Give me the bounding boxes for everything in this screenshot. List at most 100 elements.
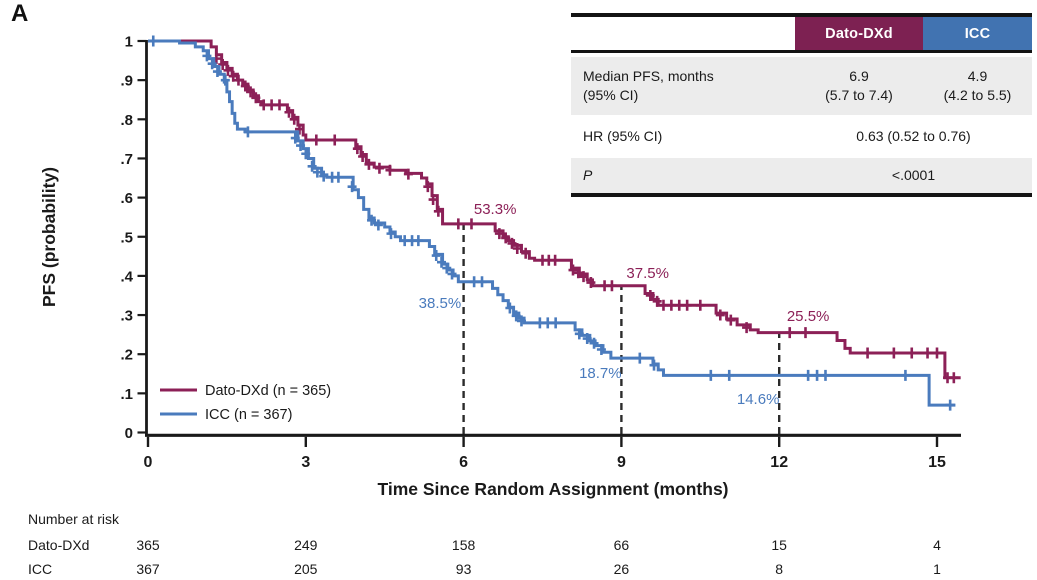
risk-row-label-dato-dxd: Dato-DXd bbox=[28, 537, 90, 553]
p-label: P bbox=[583, 166, 593, 183]
censor-mark-dato-dxd bbox=[568, 264, 578, 276]
censor-mark-dato-dxd bbox=[284, 106, 294, 118]
y-tick-label: .5 bbox=[120, 229, 133, 246]
censor-mark-icc bbox=[207, 58, 217, 70]
censor-mark-icc bbox=[312, 166, 322, 178]
censor-mark-dato-dxd bbox=[275, 99, 284, 111]
censor-mark-dato-dxd bbox=[233, 74, 243, 86]
y-tick-label: .3 bbox=[120, 308, 133, 325]
censor-mark-icc bbox=[582, 333, 592, 345]
annotation-37.5%: 37.5% bbox=[626, 265, 669, 282]
censor-mark-icc bbox=[243, 126, 253, 138]
censor-mark-dato-dxd bbox=[228, 70, 238, 82]
risk-row-label-icc: ICC bbox=[28, 561, 53, 577]
y-axis-label: PFS (probability) bbox=[39, 167, 59, 307]
risk-value: 26 bbox=[613, 561, 630, 577]
censor-mark-icc bbox=[574, 328, 584, 340]
censor-mark-icc bbox=[596, 344, 606, 356]
y-tick-label: 1 bbox=[125, 34, 133, 51]
censor-mark-dato-dxd bbox=[501, 232, 511, 244]
annotation-25.5%: 25.5% bbox=[787, 308, 830, 325]
x-tick-label: 9 bbox=[617, 454, 626, 471]
censor-mark-dato-dxd bbox=[573, 267, 583, 279]
censor-mark-icc bbox=[437, 256, 447, 268]
legend-label-icc: ICC (n = 367) bbox=[205, 407, 292, 423]
censor-mark-icc bbox=[724, 369, 734, 381]
censor-mark-dato-dxd bbox=[607, 280, 617, 292]
censor-mark-dato-dxd bbox=[246, 86, 256, 98]
hr-value: 0.63 (0.52 to 0.76) bbox=[856, 127, 971, 144]
censor-mark-dato-dxd bbox=[715, 309, 725, 321]
x-tick-label: 0 bbox=[144, 454, 153, 471]
censor-mark-dato-dxd bbox=[240, 80, 250, 92]
censor-mark-dato-dxd bbox=[423, 181, 433, 193]
censor-mark-icc bbox=[477, 276, 487, 288]
censor-mark-dato-dxd bbox=[453, 218, 463, 230]
censor-mark-dato-dxd bbox=[218, 58, 228, 70]
y-tick-label: .6 bbox=[120, 190, 133, 207]
censor-mark-icc bbox=[900, 369, 910, 381]
censor-mark-icc bbox=[589, 337, 599, 349]
median-pfs-label: Median PFS, months (95% CI) bbox=[571, 67, 795, 105]
censor-mark-icc bbox=[301, 148, 311, 160]
censor-mark-dato-dxd bbox=[352, 143, 362, 155]
censor-mark-icc bbox=[543, 317, 553, 329]
median-icc-months: 4.9 bbox=[967, 68, 988, 84]
censor-mark-dato-dxd bbox=[682, 299, 692, 311]
censor-mark-dato-dxd bbox=[403, 168, 413, 180]
censor-mark-icc bbox=[635, 352, 645, 364]
y-tick-label: .9 bbox=[120, 73, 133, 90]
censor-mark-dato-dxd bbox=[949, 372, 959, 384]
annotation-18.7%: 18.7% bbox=[579, 365, 622, 382]
censor-mark-dato-dxd bbox=[674, 299, 684, 311]
stats-row-hr: HR (95% CI) 0.63 (0.52 to 0.76) bbox=[571, 119, 1032, 154]
km-curve-icc bbox=[148, 39, 956, 407]
censor-mark-dato-dxd bbox=[742, 322, 752, 334]
annotation-53.3%: 53.3% bbox=[474, 201, 517, 218]
censor-mark-icc bbox=[431, 250, 441, 262]
censor-mark-dato-dxd bbox=[863, 347, 873, 359]
legend-label-dato-dxd: Dato-DXd (n = 365) bbox=[205, 383, 331, 399]
median-pfs-label-line2: (95% CI) bbox=[583, 86, 639, 103]
censor-mark-icc bbox=[307, 160, 317, 172]
censor-mark-icc bbox=[447, 268, 457, 280]
p-value: <.0001 bbox=[891, 166, 936, 183]
median-pfs-label-line1: Median PFS, months bbox=[583, 68, 714, 84]
censor-mark-icc bbox=[505, 302, 515, 314]
censor-mark-dato-dxd bbox=[494, 228, 504, 240]
stats-header-dato: Dato-DXd bbox=[795, 17, 923, 50]
censor-mark-dato-dxd bbox=[579, 271, 589, 283]
risk-value: 4 bbox=[933, 537, 941, 553]
censor-mark-icc bbox=[511, 310, 521, 322]
risk-value: 367 bbox=[136, 561, 160, 577]
censor-mark-dato-dxd bbox=[932, 347, 942, 359]
median-pfs-dato-value: 6.9 (5.7 to 7.4) bbox=[795, 67, 923, 105]
censor-mark-dato-dxd bbox=[330, 134, 340, 146]
censor-mark-dato-dxd bbox=[251, 92, 261, 104]
censor-mark-dato-dxd bbox=[550, 254, 560, 266]
censor-mark-dato-dxd bbox=[785, 327, 795, 339]
censor-mark-icc bbox=[148, 35, 158, 47]
annotation-38.5%: 38.5% bbox=[419, 295, 462, 312]
y-tick-label: 0 bbox=[125, 425, 133, 442]
censor-mark-dato-dxd bbox=[385, 164, 395, 176]
censor-mark-dato-dxd bbox=[923, 347, 933, 359]
censor-mark-dato-dxd bbox=[428, 194, 438, 206]
stats-row-median: Median PFS, months (95% CI) 6.9 (5.7 to … bbox=[571, 57, 1032, 115]
x-tick-label: 12 bbox=[770, 454, 788, 471]
censor-mark-dato-dxd bbox=[658, 299, 668, 311]
median-dato-months: 6.9 bbox=[849, 68, 869, 84]
censor-mark-icc bbox=[812, 369, 822, 381]
censor-mark-dato-dxd bbox=[907, 347, 917, 359]
censor-mark-dato-dxd bbox=[666, 299, 676, 311]
censor-mark-icc bbox=[945, 399, 955, 411]
stats-table: Dato-DXd ICC Median PFS, months (95% CI)… bbox=[571, 13, 1032, 197]
censor-mark-dato-dxd bbox=[645, 289, 655, 301]
censor-mark-icc bbox=[212, 66, 222, 78]
censor-mark-icc bbox=[220, 74, 230, 86]
risk-value: 15 bbox=[771, 537, 787, 553]
censor-mark-dato-dxd bbox=[267, 99, 277, 111]
censor-mark-icc bbox=[202, 50, 212, 62]
y-tick-label: .1 bbox=[120, 386, 133, 403]
